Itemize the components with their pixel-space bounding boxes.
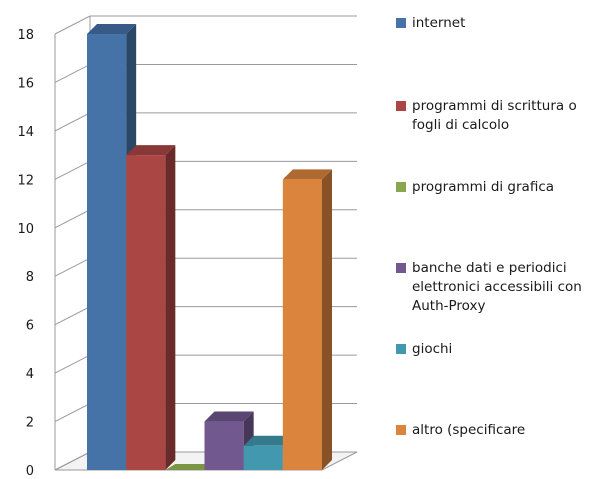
bar-1 (126, 145, 176, 470)
legend-item-internet: internet (396, 14, 596, 33)
legend-label-programmi-scrittura: programmi di scrittura o fogli di calcol… (412, 98, 577, 133)
legend-label-banche-dati: banche dati e periodici elettronici acce… (412, 260, 582, 314)
legend-swatch-internet (396, 18, 406, 28)
y-tick-label-0: 0 (26, 464, 34, 479)
y-tick-label-2: 2 (26, 416, 34, 431)
y-tick-label-12: 12 (17, 173, 34, 188)
legend-swatch-altro (396, 425, 406, 435)
legend-item-banche-dati: banche dati e periodici elettronici acce… (396, 259, 592, 316)
legend-label-altro: altro (specificare (412, 422, 526, 438)
y-tick-label-18: 18 (17, 28, 34, 43)
legend-item-programmi-scrittura: programmi di scrittura o fogli di calcol… (396, 97, 596, 135)
chart-legend: internet programmi di scrittura o fogli … (396, 0, 596, 479)
y-tick-label-4: 4 (26, 367, 34, 382)
legend-label-programmi-grafica: programmi di grafica (412, 179, 555, 195)
y-tick-label-14: 14 (17, 125, 34, 140)
bar-2 (165, 464, 215, 470)
legend-swatch-banche-dati (396, 263, 406, 273)
legend-item-programmi-grafica: programmi di grafica (396, 178, 596, 197)
bar-5 (282, 169, 332, 471)
y-tick-label-10: 10 (17, 222, 34, 237)
legend-swatch-giochi (396, 344, 406, 354)
y-tick-label-6: 6 (26, 319, 34, 334)
legend-item-altro: altro (specificare (396, 421, 596, 440)
legend-label-internet: internet (412, 15, 466, 31)
legend-swatch-programmi-grafica (396, 182, 406, 192)
legend-label-giochi: giochi (412, 341, 453, 357)
y-tick-label-8: 8 (26, 270, 34, 285)
legend-swatch-programmi-scrittura (396, 101, 406, 111)
legend-item-giochi: giochi (396, 340, 596, 359)
y-tick-label-16: 16 (17, 76, 34, 91)
